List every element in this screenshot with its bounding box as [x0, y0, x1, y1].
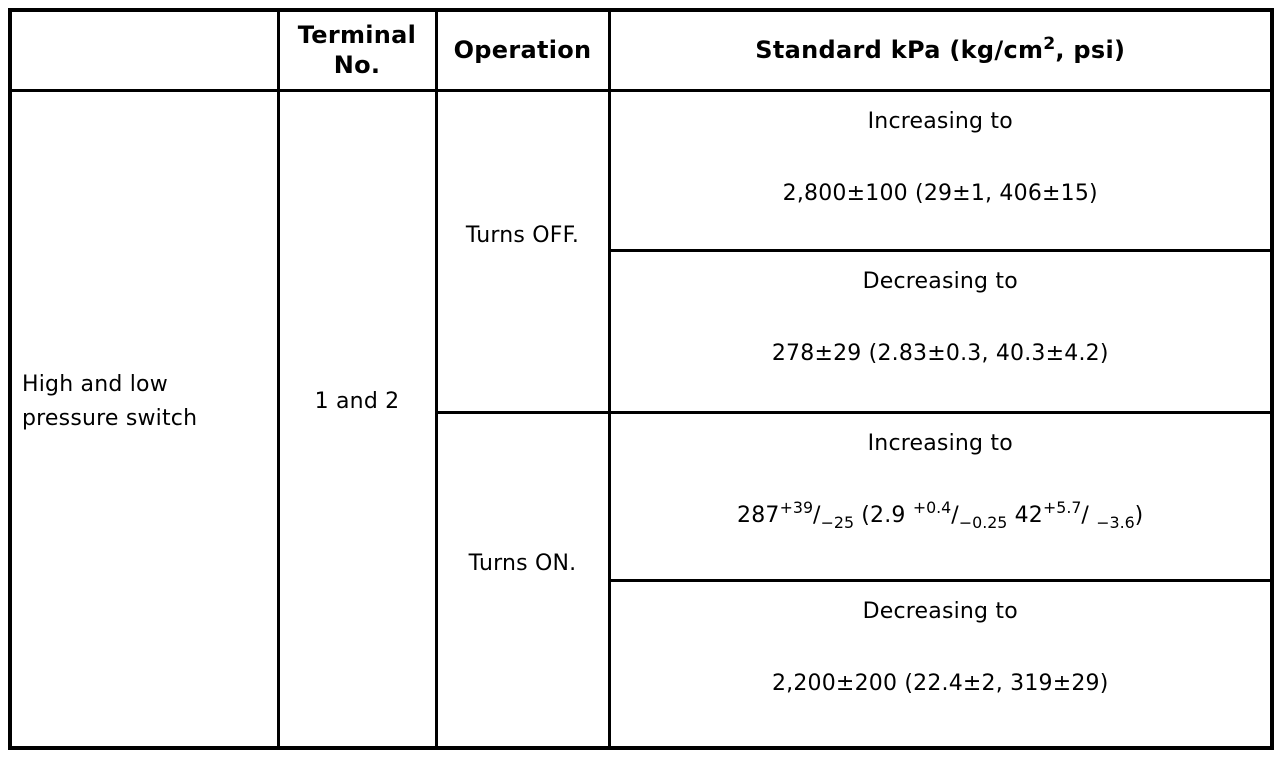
value-text-segment: 2,800±100 (29±1, 406±15)	[782, 180, 1098, 206]
row-on-decreasing: Decreasing to 2,200±200 (22.4±2, 319±29)	[10, 578, 1274, 750]
standard-direction-label: Decreasing to	[862, 598, 1018, 624]
header-terminal-no: Terminal No.	[276, 8, 438, 92]
value-text-segment: Standard kPa (kg/cm	[755, 36, 1044, 65]
standard-direction-label: Increasing to	[867, 430, 1013, 456]
cell-standard-on-decreasing: Decreasing to 2,200±200 (22.4±2, 319±29)	[607, 578, 1274, 750]
cell-standard-on-increasing: Increasing to 287+39/−25 (2.9 +0.4/−0.25…	[607, 410, 1274, 582]
value-text-segment: , psi)	[1055, 36, 1126, 65]
value-text-segment: )	[1134, 502, 1144, 528]
pressure-switch-spec-table: Terminal No. Operation Standard kPa (kg/…	[8, 8, 1274, 750]
cell-terminal-no: 1 and 2	[276, 88, 438, 750]
standard-direction-label: Decreasing to	[862, 268, 1018, 294]
value-text-segment: /	[813, 502, 821, 528]
value-sub-segment: −3.6	[1096, 512, 1135, 532]
cell-standard-off-increasing: Increasing to 2,800±100 (29±1, 406±15)	[607, 88, 1274, 252]
value-sub-segment: −25	[820, 512, 855, 532]
row-off-increasing: High and low pressure switch 1 and 2 Tur…	[8, 88, 1274, 750]
value-text-segment: 287	[737, 502, 780, 528]
value-text-segment: /	[1081, 502, 1097, 528]
value-text-segment: /	[951, 502, 959, 528]
cell-standard-off-decreasing: Decreasing to 278±29 (2.83±0.3, 40.3±4.2…	[607, 248, 1274, 414]
value-text-segment: 2,200±200 (22.4±2, 319±29)	[771, 670, 1109, 696]
value-text-segment: 42	[1007, 502, 1043, 528]
standard-value: 287+39/−25 (2.9 +0.4/−0.25 42+5.7/ −3.6)	[611, 498, 1271, 532]
standard-value: 2,800±100 (29±1, 406±15)	[611, 181, 1271, 207]
row-off-decreasing: Decreasing to 278±29 (2.83±0.3, 40.3±4.2…	[10, 248, 1274, 414]
value-sup-segment: 2	[1043, 34, 1056, 55]
standard-direction-label: Increasing to	[867, 108, 1013, 134]
header-standard-kpa: Standard kPa (kg/cm2, psi)	[607, 8, 1274, 92]
cell-component-name: High and low pressure switch	[8, 88, 280, 750]
value-sup-segment: +0.4	[912, 498, 952, 518]
cell-operation-turns-on: Turns ON.	[434, 410, 611, 750]
header-row: Terminal No. Operation Standard kPa (kg/…	[8, 8, 1274, 92]
value-sup-segment: +39	[779, 498, 814, 518]
value-text-segment: (2.9	[854, 502, 913, 528]
cell-operation-turns-off: Turns OFF.	[434, 88, 611, 414]
value-sub-segment: −0.25	[958, 512, 1008, 532]
header-operation: Operation	[434, 8, 611, 92]
standard-value: 2,200±200 (22.4±2, 319±29)	[611, 671, 1271, 697]
value-text-segment: 278±29 (2.83±0.3, 40.3±4.2)	[771, 340, 1109, 366]
header-blank-cell	[8, 8, 280, 92]
standard-value: 278±29 (2.83±0.3, 40.3±4.2)	[611, 341, 1271, 367]
row-on-increasing: Turns ON. Increasing to 287+39/−25 (2.9 …	[10, 410, 1274, 750]
value-sup-segment: +5.7	[1042, 498, 1082, 518]
